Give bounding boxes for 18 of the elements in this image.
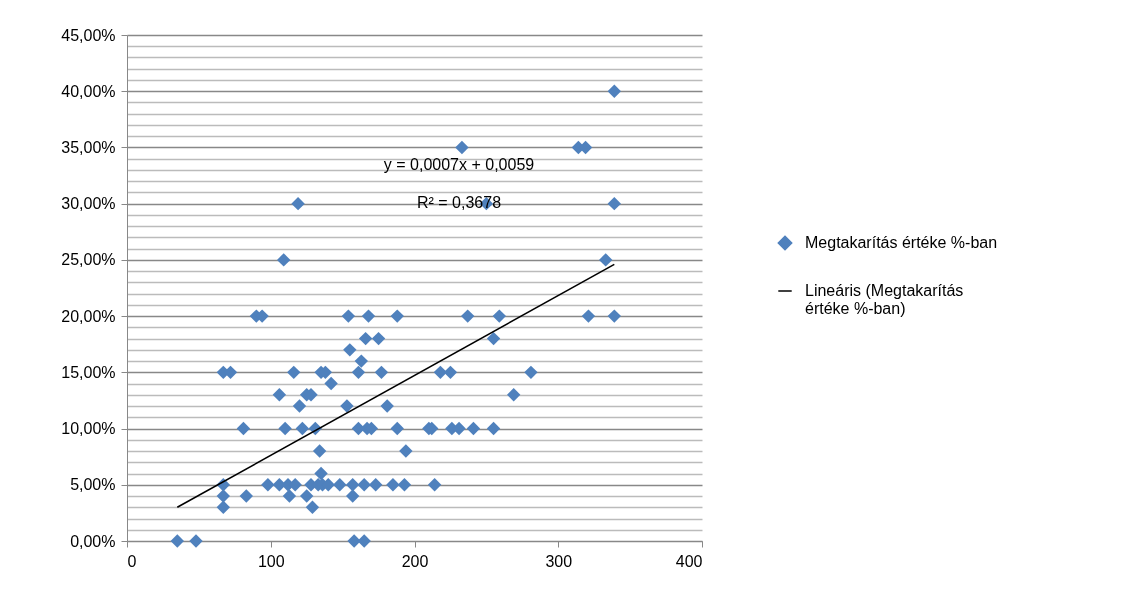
x-tick-label: 0 [127, 552, 137, 570]
y-tick-label: 15,00% [61, 363, 116, 381]
y-tick-label: 40,00% [61, 82, 116, 100]
y-tick-label: 0,00% [70, 532, 116, 550]
y-tick-label: 10,00% [61, 420, 116, 438]
legend-label: Lineáris (Megtakarítás értéke %-ban) [805, 282, 964, 317]
y-tick-label: 25,00% [61, 251, 116, 269]
x-tick-label: 200 [401, 552, 429, 570]
y-tick-label: 35,00% [61, 138, 116, 156]
y-tick-label: 30,00% [61, 195, 116, 213]
y-tick-label: 5,00% [70, 476, 116, 494]
annotation: y = 0,0007x + 0,0059 [383, 156, 535, 173]
y-tick-label: 45,00% [61, 26, 116, 44]
x-tick-label: 100 [257, 552, 285, 570]
legend-label: Megtakarítás értéke %-ban [805, 234, 998, 251]
x-tick-label: 300 [545, 552, 573, 570]
x-tick-label: 400 [675, 552, 703, 570]
y-tick-label: 20,00% [61, 307, 116, 325]
